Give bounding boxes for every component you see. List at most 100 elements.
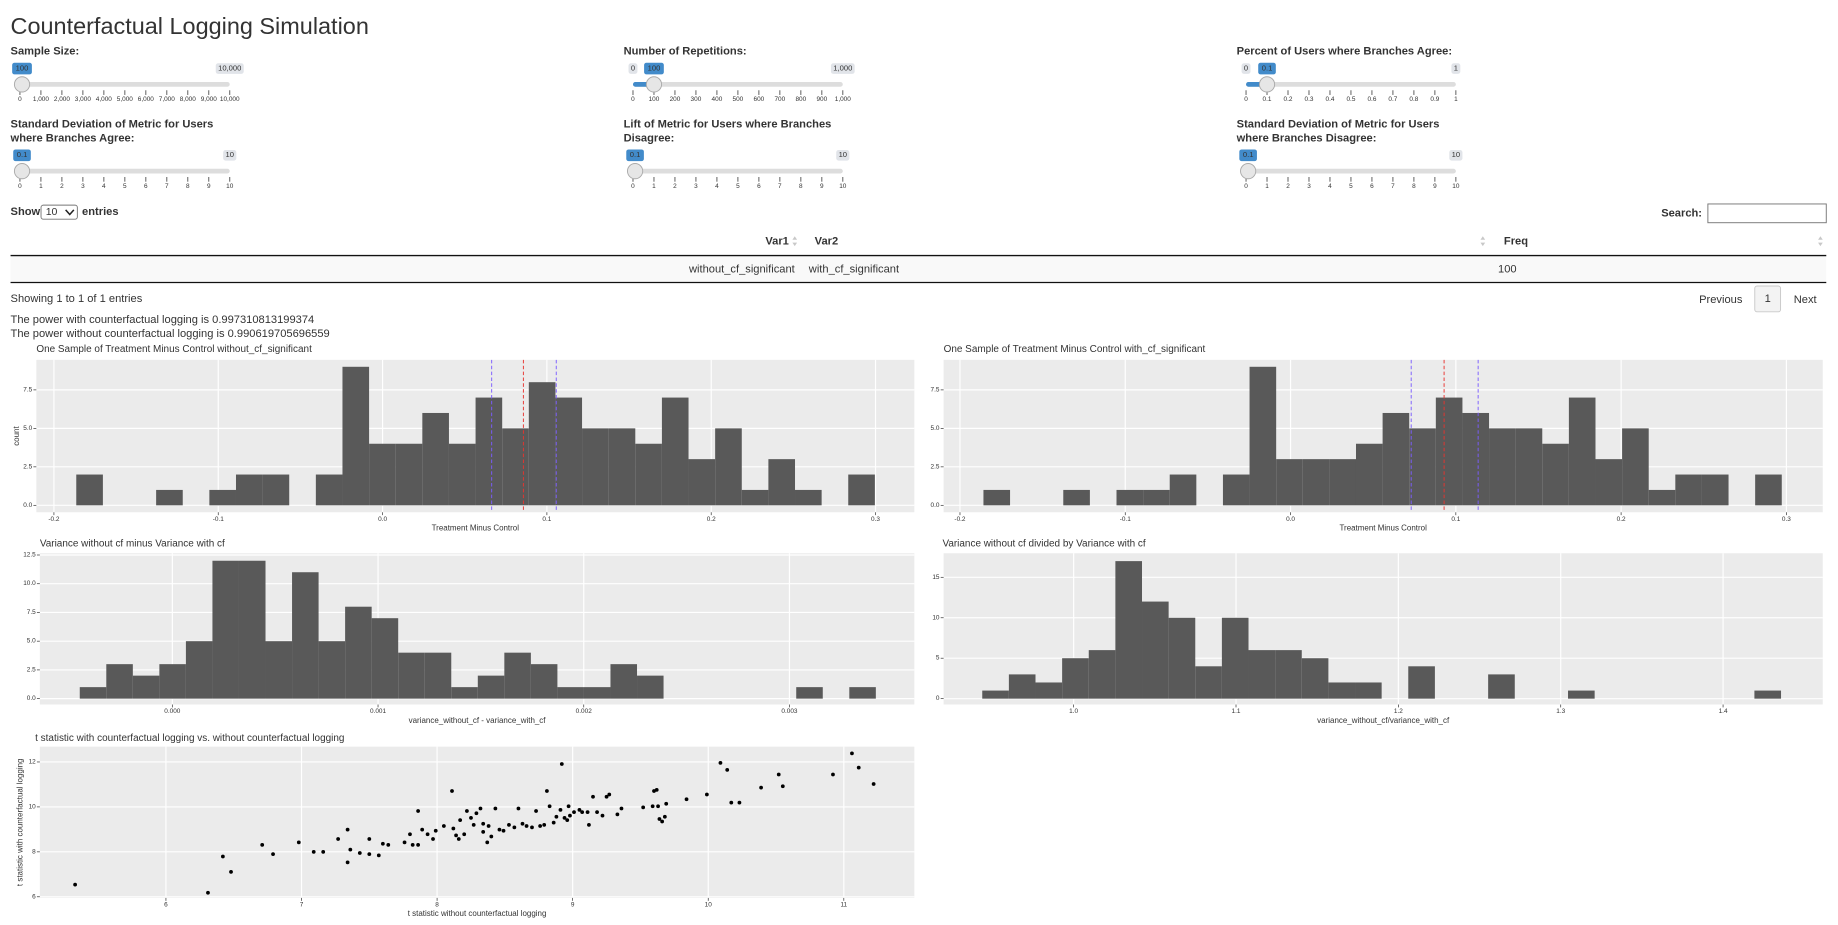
slider-tick-label: 600 — [754, 96, 765, 103]
histogram-bar — [528, 382, 556, 506]
histogram-bar — [212, 560, 239, 699]
histogram-bar — [1382, 412, 1410, 506]
column-header[interactable]: Var1 — [765, 235, 789, 247]
sort-icon — [1818, 236, 1823, 247]
slider-tick-label: 4 — [102, 183, 106, 190]
slider-tick-label: 400 — [712, 96, 723, 103]
histogram-bar — [1462, 412, 1490, 506]
slider-tick-label: 3 — [1307, 183, 1311, 190]
table-cell: without_cf_significant — [688, 264, 796, 276]
scatter-point — [229, 869, 233, 874]
slider-value-bg — [644, 62, 664, 75]
chart-title: Variance without cf minus Variance with … — [40, 538, 225, 549]
scatter-point — [501, 828, 506, 833]
slider-tick-label: 700 — [774, 96, 785, 103]
x-tick-label: 0.2 — [1617, 516, 1626, 523]
histogram-bar — [1143, 489, 1170, 506]
y-tick-label: 7.5 — [931, 386, 940, 393]
slider-handle[interactable] — [645, 76, 663, 93]
slider-tick-label: 10 — [1452, 183, 1460, 190]
column-header[interactable]: Var2 — [815, 235, 839, 247]
slider-min-bg — [628, 63, 638, 74]
scatter-point — [296, 840, 301, 845]
chart-title: t statistic with counterfactual logging … — [35, 733, 344, 744]
scatter-point — [376, 853, 381, 858]
histogram-bar — [1648, 489, 1676, 506]
scatter-point — [650, 804, 655, 809]
scatter-point — [595, 810, 599, 814]
slider-handle[interactable] — [1258, 76, 1276, 93]
slider-max-label: 1 — [1454, 63, 1458, 72]
slider-handle[interactable] — [13, 76, 31, 93]
slider-tick-label: 10 — [839, 183, 847, 190]
slider: Percent of Users where Branches Agree: 0 0… — [1237, 46, 1461, 103]
slider: Sample Size: 0 1,000 2,000 3,000 4,000 5,000 6,… — [11, 46, 244, 103]
pagination-next[interactable]: Next — [1794, 294, 1818, 306]
histogram-bar — [292, 572, 319, 699]
histogram-bar — [1329, 459, 1356, 506]
histogram-bar — [1488, 674, 1515, 699]
scatter-point — [486, 824, 491, 828]
histogram-bar — [132, 675, 160, 699]
slider-tick-label: 7 — [778, 183, 782, 190]
slider-handle[interactable] — [626, 163, 644, 180]
y-tick-label: 0.0 — [23, 502, 32, 509]
slider-tick-label: 2,000 — [54, 96, 71, 103]
scatter-point — [489, 834, 494, 839]
scatter-point — [524, 824, 529, 828]
x-axis-label: variance_without_cf/variance_with_cf — [1317, 716, 1450, 725]
slider-handle[interactable] — [1240, 163, 1257, 180]
histogram-bar — [608, 428, 636, 506]
histogram-bar — [983, 489, 1011, 506]
scatter-point — [718, 760, 723, 765]
pagination-current-bg[interactable] — [1754, 285, 1782, 313]
slider-track — [19, 168, 230, 174]
histogram-bar — [395, 443, 423, 506]
column-header[interactable]: Freq — [1504, 235, 1528, 247]
histogram-bar — [185, 641, 213, 699]
slider-max-bg — [1449, 150, 1463, 161]
histogram-bar — [1275, 650, 1302, 699]
scatter-point — [656, 804, 660, 809]
search-input[interactable] — [1707, 203, 1827, 224]
scatter-point — [456, 837, 461, 841]
x-tick-label: -0.2 — [48, 516, 60, 523]
histogram-bar — [371, 618, 399, 699]
histogram-bar — [637, 675, 664, 699]
histogram-bar — [1249, 366, 1277, 506]
x-tick-label: 0.2 — [707, 516, 716, 523]
slider-value: 0.1 — [630, 150, 641, 159]
histogram-bar — [982, 690, 1009, 699]
histogram-bar — [398, 652, 425, 699]
histogram-bar — [1515, 428, 1543, 506]
chart: One Sample of Treatment Minus Control wi… — [12, 344, 915, 533]
pagination-current[interactable]: 1 — [1765, 293, 1771, 305]
histogram-bar — [235, 474, 263, 506]
histogram-bar — [1542, 443, 1569, 506]
slider-handle[interactable] — [13, 163, 31, 180]
histogram-bar — [1301, 658, 1329, 699]
slider-max-bg — [215, 63, 244, 74]
scatter-point — [871, 782, 876, 786]
slider-tick-label: 2 — [673, 183, 677, 190]
slider-tick-label: 5 — [736, 183, 740, 190]
pagination-previous[interactable]: Previous — [1699, 294, 1743, 306]
slider-tick-label: 8 — [1412, 183, 1416, 190]
slider-value-bg — [1239, 149, 1257, 162]
scatter-point — [516, 806, 521, 811]
y-tick-label: 10 — [932, 614, 940, 621]
slider-label: Percent of Users where Branches Agree: — [1237, 46, 1452, 58]
histogram-bar — [451, 687, 478, 699]
scatter-point — [458, 818, 463, 823]
scatter-point — [615, 812, 620, 817]
scatter-point — [206, 890, 210, 895]
x-tick-label: 0.002 — [576, 708, 593, 715]
scatter-point — [577, 807, 582, 812]
slider-tick-label: 0.5 — [1346, 96, 1355, 103]
scatter-point — [619, 806, 624, 811]
scatter-point — [469, 816, 473, 820]
chart-title: Variance without cf divided by Variance … — [942, 538, 1145, 549]
page-length-select[interactable] — [40, 204, 78, 220]
y-tick-label: 5.0 — [931, 425, 940, 432]
